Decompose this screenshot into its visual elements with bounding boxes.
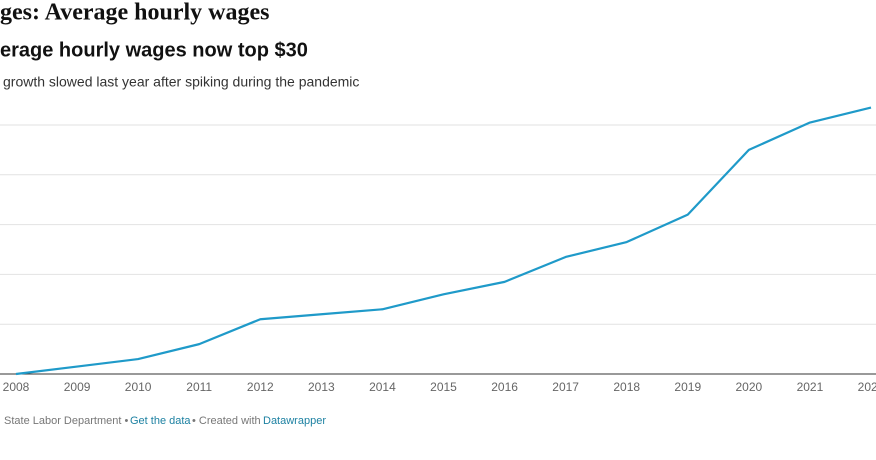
tool-link[interactable]: Datawrapper [263, 415, 326, 427]
x-tick-label: 2022 [858, 380, 876, 394]
kicker: ges: Average hourly wages [0, 0, 270, 26]
x-tick-label: 2017 [552, 380, 579, 394]
x-tick-label: 2020 [736, 380, 763, 394]
x-tick-label: 2009 [64, 380, 91, 394]
x-tick-label: 2019 [674, 380, 701, 394]
x-tick-label: 2018 [613, 380, 640, 394]
description: growth slowed last year after spiking du… [3, 74, 359, 90]
data-link[interactable]: Get the data [130, 415, 191, 427]
x-tick-label: 2012 [247, 380, 274, 394]
x-tick-label: 2008 [3, 380, 30, 394]
x-tick-label: 2010 [125, 380, 152, 394]
created-with: • Created with [192, 415, 261, 427]
x-tick-label: 2021 [797, 380, 824, 394]
x-tick-label: 2015 [430, 380, 457, 394]
x-tick-label: 2014 [369, 380, 396, 394]
x-tick-label: 2011 [186, 380, 212, 394]
line [15, 106, 872, 376]
x-tick-label: 2016 [491, 380, 518, 394]
source: State Labor Department • [4, 415, 128, 427]
chart-title: erage hourly wages now top $30 [0, 39, 308, 61]
x-tick-label: 2013 [308, 380, 335, 394]
